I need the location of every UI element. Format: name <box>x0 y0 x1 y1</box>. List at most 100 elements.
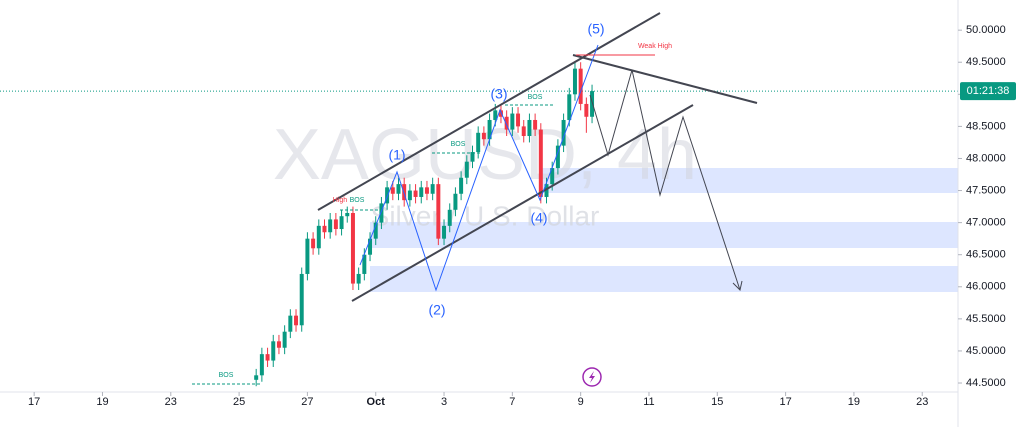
x-tick-label: 27 <box>301 396 313 408</box>
candle-body <box>413 190 418 197</box>
y-tick-label: 46.5000 <box>966 249 1006 261</box>
candle-body <box>498 110 503 117</box>
bos-label: BOS <box>451 141 466 148</box>
candle-body <box>328 219 333 233</box>
candle-body <box>578 68 583 104</box>
candle-body <box>538 129 543 197</box>
plot <box>0 62 958 387</box>
candle-body <box>322 225 327 233</box>
candle-body <box>402 184 407 201</box>
y-tick-label: 46.0000 <box>966 281 1006 293</box>
candle-body <box>447 209 452 226</box>
countdown-box <box>960 82 1016 101</box>
wave-path <box>359 44 599 292</box>
candle-body <box>493 110 498 120</box>
candle-body <box>299 273 304 326</box>
x-tick-label: 9 <box>578 396 584 408</box>
candle-body <box>379 203 384 223</box>
resistance-line <box>572 54 758 104</box>
x-tick-label: 25 <box>233 396 245 408</box>
candle-body <box>396 184 401 194</box>
candle-body <box>590 91 595 117</box>
candle-body <box>430 184 435 194</box>
candle-body <box>510 113 515 130</box>
candle-body <box>339 216 344 230</box>
x-tick-label: Oct <box>367 396 386 408</box>
zone <box>370 266 958 292</box>
x-tick-label: 23 <box>165 396 177 408</box>
high-label: High <box>333 197 348 204</box>
candle-body <box>572 68 577 95</box>
candle-body <box>311 238 316 249</box>
x-tick-label: 23 <box>916 396 928 408</box>
candle-body <box>464 161 469 178</box>
candle-body <box>504 116 509 130</box>
candle-body <box>561 119 566 146</box>
candle-body <box>442 225 447 239</box>
candle-body <box>544 184 549 197</box>
x-tick-label: 19 <box>96 396 108 408</box>
channel-bottom <box>351 104 694 302</box>
watermark-subtitle: Silver / U.S. Dollar <box>371 200 600 231</box>
candle-body <box>288 315 293 332</box>
y-tick-label: 44.5000 <box>966 377 1006 389</box>
candle-body <box>373 222 378 239</box>
candle-body <box>487 119 492 140</box>
candle-body <box>407 190 412 201</box>
y-tick-label: 45.5000 <box>966 313 1006 325</box>
candle-body <box>476 132 481 153</box>
watermark-title: XAGUSD, 4h <box>273 115 697 195</box>
y-tick-label: 47.5000 <box>966 184 1006 196</box>
candle-body <box>453 193 458 210</box>
candle-body <box>368 238 373 255</box>
candle-body <box>459 177 464 194</box>
x-tick-label: 17 <box>779 396 791 408</box>
candle-body <box>282 331 287 348</box>
candle-body <box>436 184 441 239</box>
candle-body <box>516 113 521 127</box>
candle-body <box>533 119 538 130</box>
y-tick-label: 49.5000 <box>966 56 1006 68</box>
candle-body <box>271 341 276 361</box>
x-tick-label: 3 <box>441 396 447 408</box>
zones <box>370 168 958 292</box>
candle-body <box>584 103 589 117</box>
candle-body <box>305 238 310 274</box>
y-tick-label: 48.0000 <box>966 152 1006 164</box>
candle-body <box>333 219 338 230</box>
candle-body <box>419 187 424 197</box>
y-tick-label: 50.0000 <box>966 24 1006 36</box>
projection-path <box>589 69 741 291</box>
candle-body <box>470 152 475 162</box>
x-tick-label: 19 <box>848 396 860 408</box>
bos-label: BOS <box>219 372 234 379</box>
candle-body <box>265 354 270 361</box>
wave-label: (1) <box>388 147 405 163</box>
candle-body <box>356 273 361 284</box>
drawings <box>192 12 758 385</box>
candle-body <box>385 187 390 204</box>
arrow-head <box>732 280 743 291</box>
countdown-label: 01:21:38 <box>967 85 1010 97</box>
candle-body <box>555 145 560 169</box>
x-tick-label: 11 <box>643 396 654 408</box>
channel-top <box>317 12 661 211</box>
candle-body <box>362 254 367 274</box>
x-tick-label: 17 <box>28 396 40 408</box>
x-tick-label: 7 <box>509 396 515 408</box>
candle-body <box>276 341 281 348</box>
candle-body <box>390 187 395 194</box>
bos-label: BOS <box>350 197 365 204</box>
candle-body <box>550 168 555 185</box>
y-tick-label: 48.5000 <box>966 120 1006 132</box>
weak-high-label: Weak High <box>638 43 672 50</box>
y-tick-label: 47.0000 <box>966 217 1006 229</box>
candle-body <box>254 375 259 380</box>
candle-body <box>294 315 299 326</box>
event-icon-bolt <box>589 371 595 383</box>
candle-body <box>481 132 486 140</box>
wave-label: (5) <box>587 21 604 37</box>
wave-label: (2) <box>428 302 445 318</box>
candle-body <box>424 187 429 194</box>
